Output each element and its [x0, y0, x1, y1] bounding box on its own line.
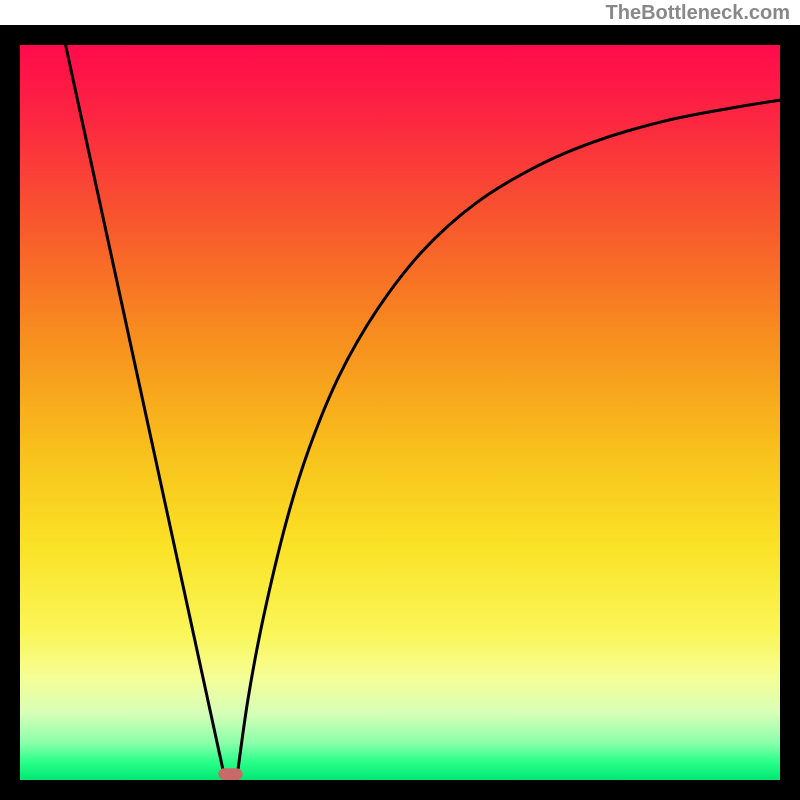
plot-svg — [20, 45, 780, 780]
frame-border-left — [0, 25, 20, 800]
plot-area — [20, 45, 780, 780]
gradient-background — [20, 45, 780, 780]
frame-border-bottom — [0, 780, 800, 800]
chart-container: TheBottleneck.com — [0, 0, 800, 800]
minimum-marker — [218, 768, 242, 780]
frame-border-top — [0, 25, 800, 45]
watermark-text: TheBottleneck.com — [606, 2, 790, 25]
frame-border-right — [780, 25, 800, 800]
